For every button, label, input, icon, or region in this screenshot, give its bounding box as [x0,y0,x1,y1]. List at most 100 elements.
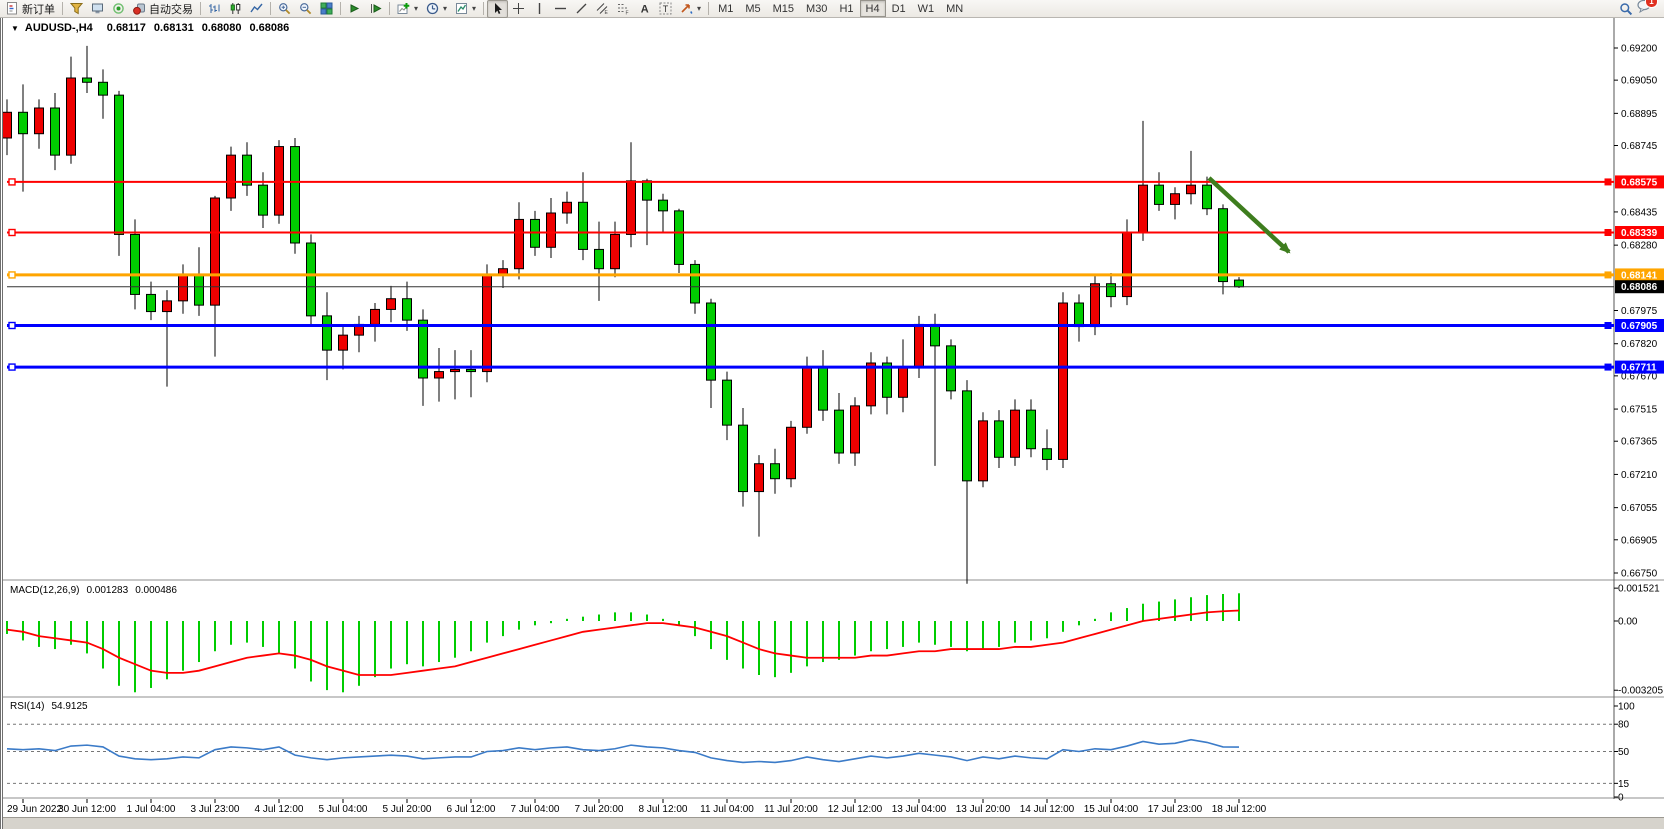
arrows-button[interactable]: ▾ [676,0,705,18]
timeframe-m15-button[interactable]: M15 [772,2,795,15]
candle-up [226,154,236,199]
candle-up [802,366,812,428]
indicators-button[interactable]: ▾ [393,0,422,18]
level-lines[interactable]: 0.68575 0.68339 0.68141 0.67905 0.67711 [7,175,1664,374]
vertical-line-icon [533,2,546,15]
fib-retracement-button[interactable]: F [613,0,634,18]
notifications-button[interactable]: 1 [1637,0,1658,18]
svg-text:12 Jul 12:00: 12 Jul 12:00 [828,804,883,815]
svg-text:0.68895: 0.68895 [1621,109,1658,120]
candlestick-chart-button[interactable] [225,0,246,18]
timeframe-m1-button[interactable]: M1 [718,2,734,15]
crosshair-icon [512,2,525,15]
svg-text:6 Jul 12:00: 6 Jul 12:00 [447,804,496,815]
ohlc-close: 0.68086 [249,22,290,34]
svg-text:15 Jul 04:00: 15 Jul 04:00 [1084,804,1139,815]
timeframe-w1-button[interactable]: W1 [917,2,935,15]
svg-text:0.67711: 0.67711 [1621,363,1657,374]
candle-down [194,274,204,306]
chart-canvas[interactable]: 0.69200 0.69050 0.68895 0.68745 0.68435 0.682… [3,18,1664,829]
templates-button[interactable]: ▾ [451,0,480,18]
toolbar-separator [200,2,201,15]
candle-down [1234,279,1244,288]
line-handle [8,228,16,237]
ohlc-low: 0.68080 [201,22,242,34]
candlesticks [3,45,1244,584]
line-handle [8,321,16,330]
toolbar-separator [270,2,271,15]
market-watch-button[interactable] [66,0,87,18]
svg-text:0.00: 0.00 [1618,617,1638,628]
candle-down [290,146,300,244]
toolbar-separator [389,2,390,15]
svg-text:0.68339: 0.68339 [1621,228,1658,239]
toolbar-separator [483,2,485,15]
svg-text:29 Jun 2022: 29 Jun 2022 [7,804,62,815]
vertical-line-button[interactable] [529,0,550,18]
cursor-button[interactable] [487,0,509,18]
line-chart-icon [250,2,263,15]
zoom-in-icon [278,2,291,15]
svg-text:50: 50 [1618,747,1630,758]
auto-scroll-icon [348,2,361,15]
signals-button[interactable] [108,0,129,18]
timeframe-m5-button[interactable]: M5 [745,2,761,15]
bar-chart-icon [208,2,221,15]
zoom-in-button[interactable] [274,0,295,18]
equidistant-channel-button[interactable]: E [592,0,613,18]
candle-down [594,248,604,270]
toolbar-separator [708,2,710,15]
text-label-button[interactable]: T [655,0,676,18]
svg-text:5 Jul 20:00: 5 Jul 20:00 [383,804,432,815]
candle-down [674,210,684,265]
line-chart-button[interactable] [246,0,267,18]
auto-scroll-button[interactable] [344,0,365,18]
signal-icon [112,2,125,15]
bar-chart-button[interactable] [204,0,225,18]
terminal-button[interactable] [87,0,108,18]
chart-titlebar: ▼ AUDUSD-,H4 0.68117 0.68131 0.68080 0.6… [11,22,289,34]
candle-down [962,390,972,482]
timeframe-d1-button[interactable]: D1 [891,2,906,15]
candle-down [306,242,316,317]
svg-text:0.67820: 0.67820 [1621,339,1658,350]
candle-down [642,180,652,201]
svg-text:0.001521: 0.001521 [1618,584,1660,595]
candle-up [3,111,12,139]
search-button[interactable] [1615,0,1637,18]
candle-down [578,201,588,250]
trend-arrow-annotation[interactable] [1207,176,1291,254]
funnel-icon [70,2,83,15]
candle-down [722,379,732,426]
timeframe-m30-button[interactable]: M30 [806,2,828,15]
zoom-out-button[interactable] [295,0,316,18]
candle-up [450,368,460,373]
tile-windows-button[interactable] [316,0,337,18]
notification-badge: 1 [1645,0,1658,8]
channel-icon: E [596,2,609,15]
horizontal-line-icon [554,2,567,15]
crosshair-button[interactable] [508,0,529,18]
auto-trading-button[interactable]: 自动交易 [129,0,197,18]
timeframe-h4-button[interactable]: H4 [859,0,886,17]
text-t-icon: T [659,2,672,15]
candle-down [114,94,124,235]
chevron-down-icon: ▾ [697,4,702,13]
text-button[interactable]: A [634,0,655,18]
new-order-button[interactable]: 新订单 [2,0,59,18]
candle-down [1202,184,1212,210]
timeframe-h1-button[interactable]: H1 [839,2,854,15]
candle-down [658,199,668,212]
macd-signal-value: 0.000486 [135,585,177,596]
chart-shift-button[interactable] [365,0,386,18]
svg-text:0.68745: 0.68745 [1621,141,1658,152]
periods-button[interactable]: ▾ [422,0,451,18]
svg-text:5 Jul 04:00: 5 Jul 04:00 [319,804,368,815]
macd-signal-line [6,609,1240,676]
chart-menu-triangle-icon[interactable]: ▼ [11,23,19,33]
trendline-button[interactable] [571,0,592,18]
candle-down [930,323,940,347]
candle-down [1154,184,1164,205]
timeframe-mn-button[interactable]: MN [946,2,964,15]
horizontal-line-button[interactable] [550,0,571,18]
